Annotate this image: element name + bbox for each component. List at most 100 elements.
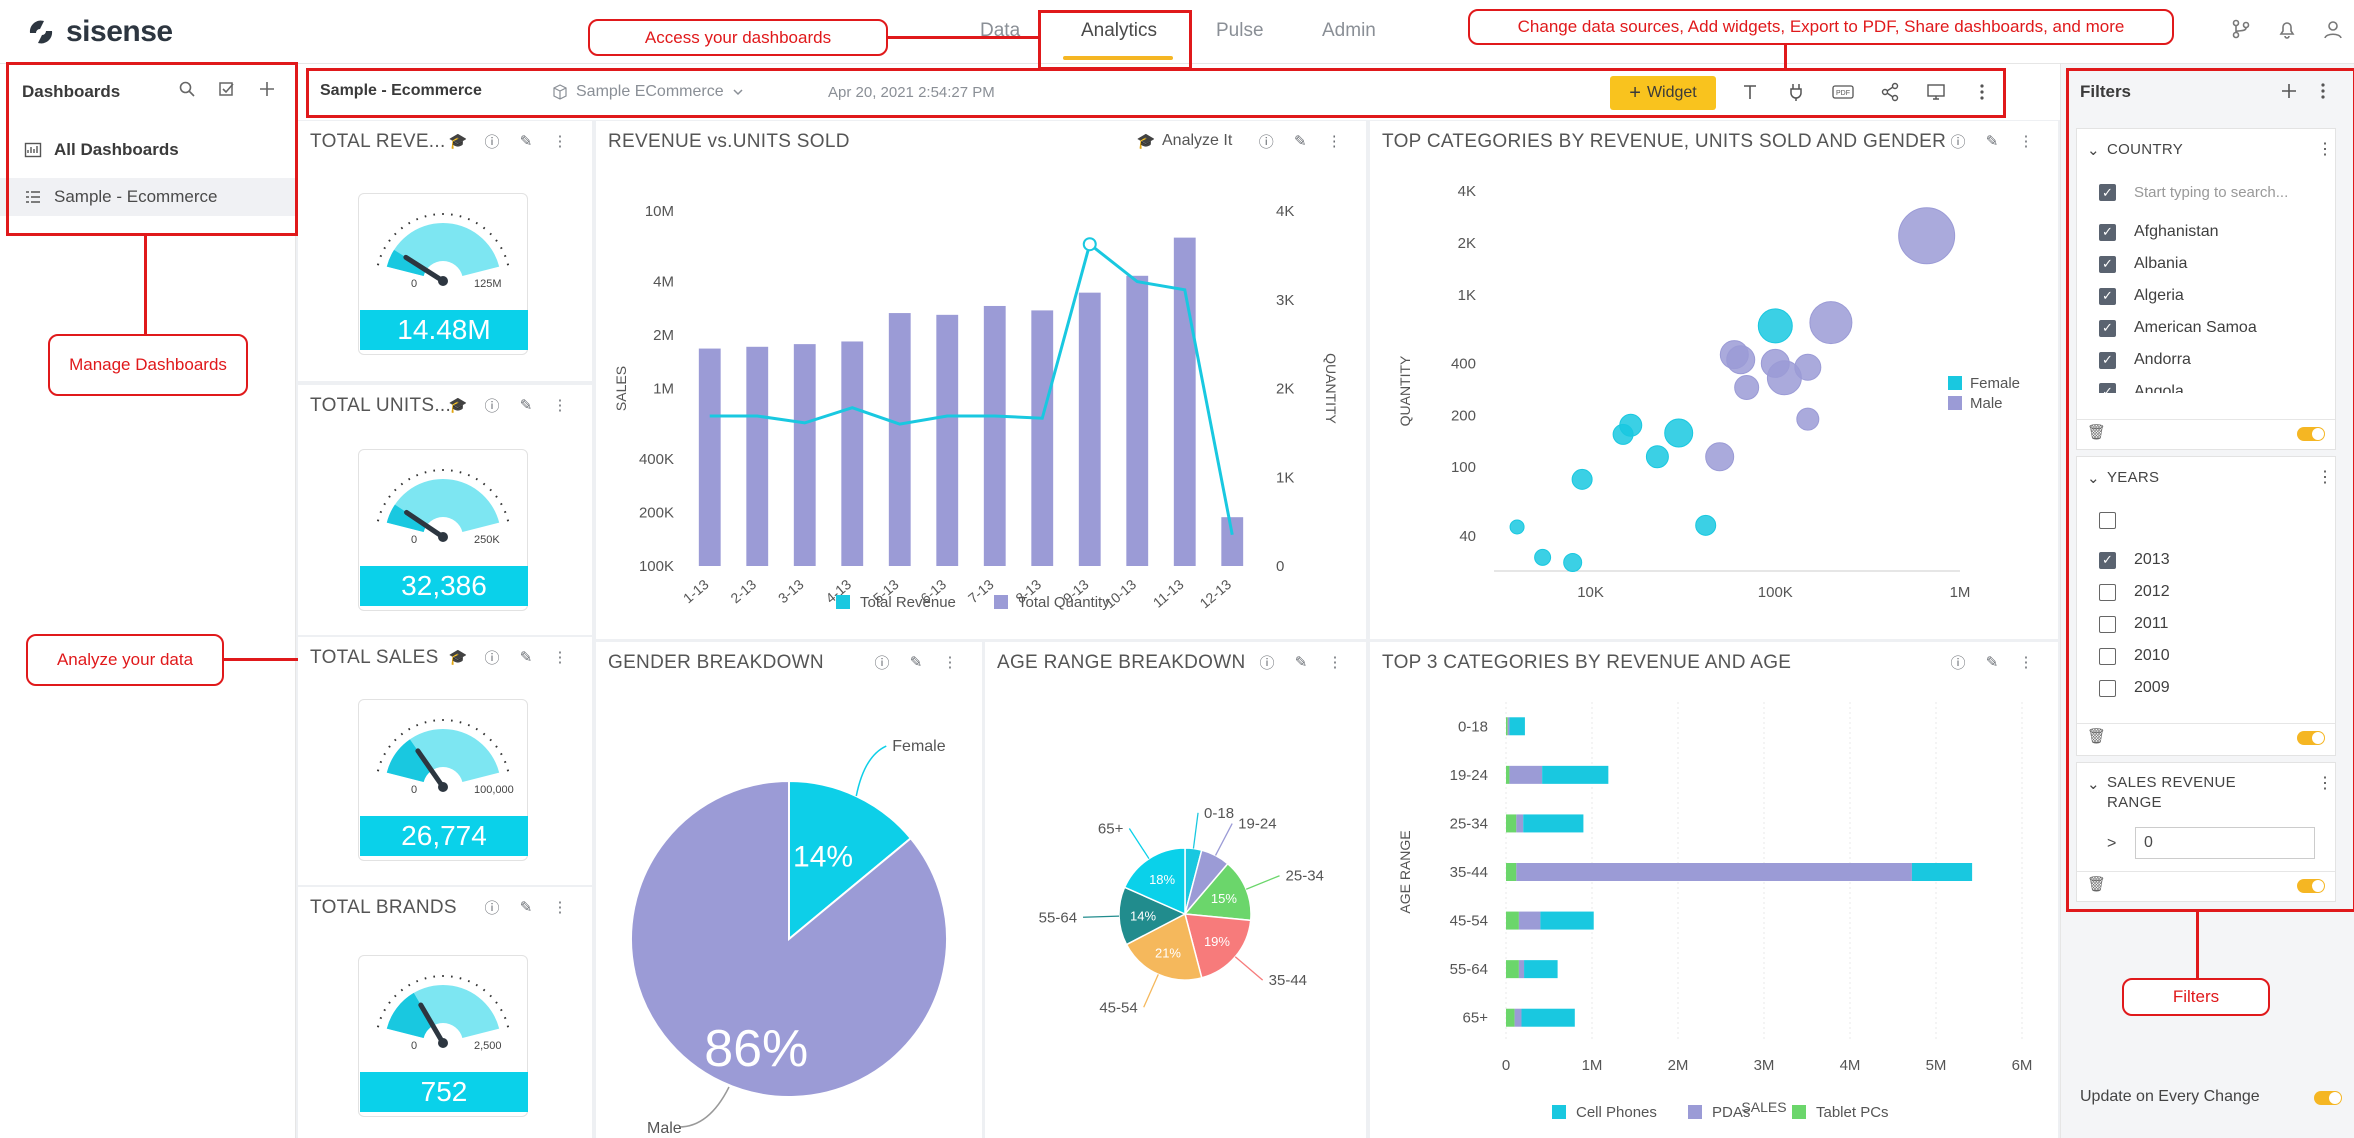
checkbox[interactable]: ✓ [2099, 255, 2116, 273]
year-item[interactable]: 2009 [2099, 679, 2170, 697]
more-icon[interactable]: ⋮ [552, 397, 568, 414]
tab-admin[interactable]: Admin [1322, 20, 1376, 41]
add-filter-icon[interactable] [2280, 82, 2298, 100]
present-icon[interactable] [1926, 82, 1946, 102]
more-icon[interactable]: ⋮ [552, 133, 568, 150]
plugin-icon[interactable] [1786, 82, 1806, 102]
more-icon[interactable]: ⋮ [552, 899, 568, 916]
user-icon[interactable] [2322, 18, 2344, 40]
analyze-it-label[interactable]: Analyze It [1162, 132, 1233, 149]
filter-toggle[interactable] [2297, 731, 2325, 745]
sidebar-item-sample-ecommerce[interactable]: Sample - Ecommerce [0, 178, 296, 216]
sisense-logo[interactable]: sisense [24, 12, 173, 52]
share-icon[interactable] [1880, 82, 1900, 102]
widget-total-revenue[interactable]: TOTAL REVE... 🎓 ⓘ ✎ ⋮ 0 125M 14.48M [298, 121, 592, 381]
checklist-icon[interactable] [218, 80, 236, 98]
edit-icon[interactable]: ✎ [1294, 654, 1308, 671]
chevron-down-icon[interactable]: ⌄ [2087, 470, 2100, 487]
info-icon[interactable]: ⓘ [1259, 654, 1275, 672]
country-item[interactable]: ✓ Afghanistan [2099, 223, 2219, 241]
widget-total-sales[interactable]: TOTAL SALES 🎓 ⓘ ✎ ⋮ 0 100,000 26,774 [298, 637, 592, 885]
info-icon[interactable]: ⓘ [484, 133, 500, 151]
chevron-down-icon[interactable]: ⌄ [2087, 776, 2100, 793]
bell-icon[interactable] [2276, 18, 2298, 40]
select-all-checkbox[interactable] [2099, 512, 2116, 529]
more-icon[interactable]: ⋮ [2018, 654, 2034, 671]
checkbox[interactable]: ✓ [2099, 383, 2116, 393]
widget-age-breakdown[interactable]: AGE RANGE BREAKDOWN ⓘ ✎ ⋮ 0-18 19-24 15% 25… [985, 642, 1366, 1138]
checkbox[interactable] [2099, 679, 2116, 697]
country-item[interactable]: ✓ Albania [2099, 255, 2187, 273]
checkbox[interactable] [2099, 583, 2116, 601]
select-all-checkbox[interactable]: ✓ [2099, 184, 2116, 201]
filter-toggle[interactable] [2297, 427, 2325, 441]
analyze-icon[interactable]: 🎓 [448, 649, 468, 666]
edit-icon[interactable]: ✎ [519, 899, 533, 916]
widget-total-units[interactable]: TOTAL UNITS... 🎓 ⓘ ✎ ⋮ 0 250K 32,386 [298, 385, 592, 635]
update-on-change-toggle[interactable] [2314, 1091, 2342, 1105]
checkbox[interactable]: ✓ [2099, 351, 2116, 369]
info-icon[interactable]: ⓘ [1950, 654, 1966, 672]
year-item[interactable]: 2011 [2099, 615, 2168, 633]
add-dashboard-icon[interactable] [258, 80, 276, 98]
add-widget-button[interactable]: + Widget [1610, 76, 1716, 110]
more-icon[interactable]: ⋮ [2317, 141, 2333, 158]
widget-revenue-vs-units[interactable]: REVENUE vs.UNITS SOLD 🎓 Analyze It ⓘ ✎ ⋮… [596, 121, 1366, 639]
pdf-icon[interactable]: PDF [1832, 82, 1854, 102]
datasource-selector[interactable]: Sample ECommerce [552, 83, 744, 101]
country-search-input[interactable]: Start typing to search... [2134, 184, 2289, 201]
select-all-row[interactable] [2099, 512, 2116, 529]
country-item[interactable]: ✓ Andorra [2099, 351, 2191, 369]
info-icon[interactable]: ⓘ [484, 899, 500, 917]
filter-toggle[interactable] [2297, 879, 2325, 893]
trash-icon[interactable]: 🗑 [2087, 424, 2107, 441]
year-item[interactable]: ✓ 2013 [2099, 551, 2170, 569]
widget-top-categories[interactable]: TOP CATEGORIES BY REVENUE, UNITS SOLD AN… [1370, 121, 2058, 639]
edit-icon[interactable]: ✎ [1985, 654, 1999, 671]
more-icon[interactable]: ⋮ [2317, 469, 2333, 486]
tab-analytics[interactable]: Analytics [1081, 20, 1158, 41]
country-item[interactable]: ✓ American Samoa [2099, 319, 2257, 337]
info-icon[interactable]: ⓘ [1950, 133, 1966, 151]
widget-total-brands[interactable]: TOTAL BRANDS ⓘ ✎ ⋮ 0 2,500 752 [298, 887, 592, 1138]
text-widget-icon[interactable] [1740, 82, 1760, 102]
edit-icon[interactable]: ✎ [519, 649, 533, 666]
more-icon[interactable]: ⋮ [1327, 654, 1343, 671]
checkbox[interactable]: ✓ [2099, 223, 2116, 241]
year-item[interactable]: 2012 [2099, 583, 2170, 601]
year-item[interactable]: 2010 [2099, 647, 2170, 665]
edit-icon[interactable]: ✎ [909, 654, 923, 671]
checkbox[interactable]: ✓ [2099, 319, 2116, 337]
analyze-icon[interactable]: 🎓 [1136, 133, 1156, 150]
edit-icon[interactable]: ✎ [519, 133, 533, 150]
revenue-range-input[interactable]: 0 [2135, 827, 2315, 859]
edit-icon[interactable]: ✎ [1985, 133, 1999, 150]
trash-icon[interactable]: 🗑 [2087, 728, 2107, 745]
tab-pulse[interactable]: Pulse [1216, 20, 1264, 41]
more-icon[interactable]: ⋮ [2317, 775, 2333, 792]
analyze-icon[interactable]: 🎓 [448, 397, 468, 414]
info-icon[interactable]: ⓘ [484, 397, 500, 415]
sidebar-item-all-dashboards[interactable]: All Dashboards [0, 131, 296, 169]
checkbox[interactable] [2099, 615, 2116, 633]
filters-more-icon[interactable] [2316, 82, 2330, 100]
checkbox[interactable]: ✓ [2099, 287, 2116, 305]
edit-icon[interactable]: ✎ [1293, 133, 1307, 150]
info-icon[interactable]: ⓘ [874, 654, 890, 672]
more-icon[interactable]: ⋮ [1326, 133, 1342, 150]
country-item[interactable]: ✓ Angola [2099, 383, 2184, 393]
checkbox[interactable]: ✓ [2099, 551, 2116, 569]
trash-icon[interactable]: 🗑 [2087, 876, 2107, 893]
tab-data[interactable]: Data [980, 20, 1021, 41]
widget-gender-breakdown[interactable]: GENDER BREAKDOWN ⓘ ✎ ⋮ 14% Female 86% Male [596, 642, 982, 1138]
edit-icon[interactable]: ✎ [519, 397, 533, 414]
branch-icon[interactable] [2230, 18, 2252, 40]
widget-top3-categories[interactable]: TOP 3 CATEGORIES BY REVENUE AND AGE ⓘ ✎ … [1370, 642, 2058, 1138]
more-icon[interactable]: ⋮ [552, 649, 568, 666]
info-icon[interactable]: ⓘ [1258, 133, 1274, 151]
checkbox[interactable] [2099, 647, 2116, 665]
more-icon[interactable]: ⋮ [2018, 133, 2034, 150]
dashboard-title[interactable]: Sample - Ecommerce [320, 82, 482, 99]
analyze-icon[interactable]: 🎓 [448, 133, 468, 150]
more-icon[interactable]: ⋮ [942, 654, 958, 671]
